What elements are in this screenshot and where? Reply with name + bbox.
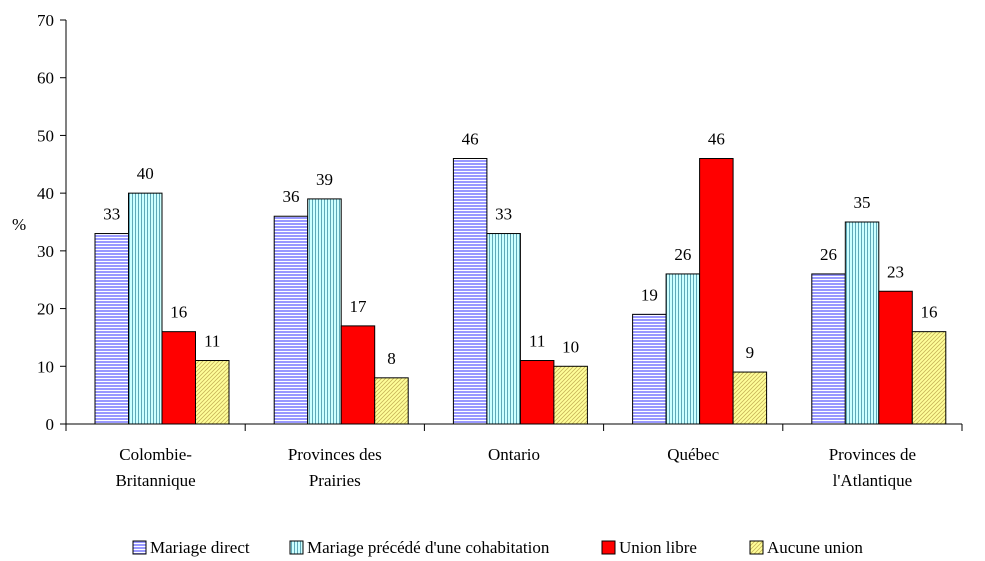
category-label: Provinces des Prairies [288,445,382,490]
data-labels: 33 36 46 19 26 40 39 33 26 35 16 17 11 46 23 11 8 10 9 16 [103,130,937,368]
category-label-line: Provinces des [288,445,382,464]
y-axis-title: % [12,215,26,234]
y-tick-label: 70 [37,11,54,30]
category-label-line: Prairies [309,471,361,490]
bar [632,313,667,425]
category-label-line: Britannique [115,471,195,490]
category-label: Provinces de l'Atlantique [829,445,916,490]
data-label: 26 [820,245,837,264]
bar [374,377,409,425]
data-label: 36 [282,187,299,206]
data-label: 26 [674,245,691,264]
data-label: 8 [387,349,396,368]
bar [128,192,163,425]
category-labels: Colombie- Britannique Provinces des Prairie… [115,445,916,490]
bar [195,360,230,425]
data-label: 40 [137,164,154,183]
bar [553,365,588,425]
category-label-line: Provinces de [829,445,916,464]
category-label: Colombie- Britannique [115,445,195,490]
data-label: 19 [641,285,658,304]
bar [811,273,846,425]
data-label: 35 [854,193,871,212]
bar [161,331,196,425]
bar [519,360,555,425]
category-label-line: Ontario [488,445,540,464]
y-tick-label: 60 [37,69,54,88]
legend-swatch [601,540,616,555]
data-label: 11 [204,332,220,351]
bar [699,158,734,425]
data-label: 16 [170,303,187,322]
category-label: Québec [667,445,719,464]
data-label: 33 [495,205,512,224]
y-ticks: 0 10 20 30 40 50 60 70 [37,11,66,434]
category-label-line: Québec [667,445,719,464]
data-label: 46 [708,130,725,149]
bar [307,198,342,425]
legend-label: Mariage précédé d'une cohabitation [307,538,550,557]
y-tick-label: 30 [37,242,54,261]
bar [273,215,309,425]
bar [911,331,947,425]
data-label: 23 [887,262,904,281]
bars [94,158,947,425]
bar [878,290,913,425]
bar [844,221,880,425]
y-tick-label: 0 [46,415,55,434]
bar [340,325,376,425]
legend-swatch [749,540,764,555]
data-label: 39 [316,170,333,189]
category-label-line: Colombie- [119,445,192,464]
legend: Mariage direct Mariage précédé d'une coha… [132,538,863,557]
bar [452,158,488,425]
legend-swatch [289,540,304,555]
category-label: Ontario [488,445,540,464]
legend-label: Mariage direct [150,538,250,557]
data-label: 17 [349,297,367,316]
y-tick-label: 40 [37,184,54,203]
legend-label: Union libre [619,538,697,557]
y-tick-label: 20 [37,300,54,319]
data-label: 10 [562,337,579,356]
legend-swatch [132,540,147,555]
y-tick-label: 50 [37,126,54,145]
y-tick-label: 10 [37,357,54,376]
bar [732,371,768,425]
category-label-line: l'Atlantique [833,471,913,490]
data-label: 46 [462,130,479,149]
data-label: 16 [921,303,938,322]
bar [94,233,129,425]
data-label: 33 [103,205,120,224]
data-label: 11 [529,332,545,351]
bar [665,273,701,425]
data-label: 9 [746,343,755,362]
bar [486,233,521,425]
legend-label: Aucune union [767,538,863,557]
